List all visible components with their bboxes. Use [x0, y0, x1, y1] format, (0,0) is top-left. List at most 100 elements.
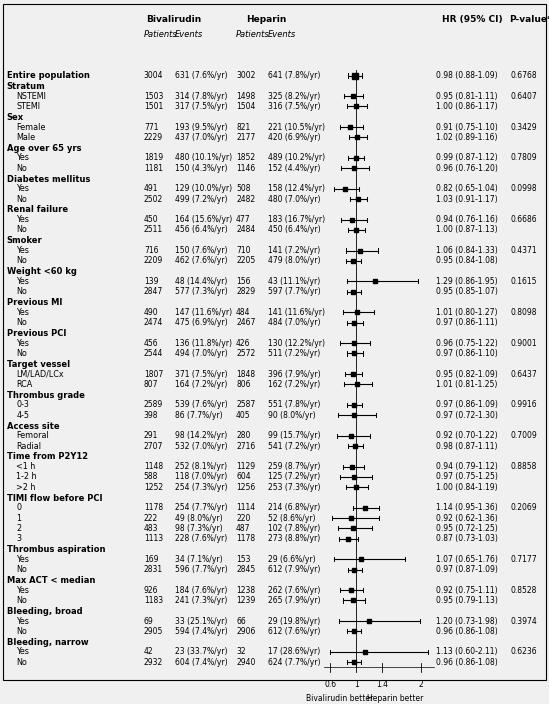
Text: 0.8098: 0.8098 — [511, 308, 537, 317]
Text: 90 (8.0%/yr): 90 (8.0%/yr) — [268, 410, 316, 420]
Text: No: No — [16, 596, 27, 605]
Text: 594 (7.4%/yr): 594 (7.4%/yr) — [175, 627, 227, 636]
Text: 52 (8.6%/yr): 52 (8.6%/yr) — [268, 514, 316, 522]
Text: 314 (7.8%/yr): 314 (7.8%/yr) — [175, 92, 227, 101]
Text: 475 (6.9%/yr): 475 (6.9%/yr) — [175, 318, 227, 327]
Text: 2474: 2474 — [144, 318, 163, 327]
Text: 228 (7.6%/yr): 228 (7.6%/yr) — [175, 534, 227, 543]
Text: 2205: 2205 — [236, 256, 255, 265]
Text: Stratum: Stratum — [7, 82, 46, 91]
Text: 252 (8.1%/yr): 252 (8.1%/yr) — [175, 463, 227, 471]
Text: Age over 65 yrs: Age over 65 yrs — [7, 144, 81, 153]
Text: 34 (7.1%/yr): 34 (7.1%/yr) — [175, 555, 222, 564]
Text: Thrombus aspiration: Thrombus aspiration — [7, 545, 105, 554]
Text: 450 (6.4%/yr): 450 (6.4%/yr) — [268, 225, 321, 234]
Text: NSTEMI: NSTEMI — [16, 92, 46, 101]
Text: 2587: 2587 — [236, 401, 255, 410]
Text: 450: 450 — [144, 215, 159, 224]
Text: 1848: 1848 — [236, 370, 255, 379]
Text: Femoral: Femoral — [16, 432, 49, 440]
Text: 1.29 (0.86-1.95): 1.29 (0.86-1.95) — [436, 277, 498, 286]
Text: 2502: 2502 — [144, 194, 163, 203]
Text: 456 (6.4%/yr): 456 (6.4%/yr) — [175, 225, 227, 234]
Text: 325 (8.2%/yr): 325 (8.2%/yr) — [268, 92, 320, 101]
Text: 259 (8.7%/yr): 259 (8.7%/yr) — [268, 463, 320, 471]
Text: No: No — [16, 194, 27, 203]
Text: 0.97 (0.72-1.30): 0.97 (0.72-1.30) — [436, 410, 498, 420]
Text: 0.8858: 0.8858 — [511, 463, 537, 471]
Text: 141 (7.2%/yr): 141 (7.2%/yr) — [268, 246, 320, 255]
Text: 2905: 2905 — [144, 627, 163, 636]
Text: Yes: Yes — [16, 308, 29, 317]
Text: 2229: 2229 — [144, 133, 163, 142]
Text: 162 (7.2%/yr): 162 (7.2%/yr) — [268, 380, 320, 389]
Text: 0.94 (0.76-1.16): 0.94 (0.76-1.16) — [436, 215, 498, 224]
Text: 1129: 1129 — [236, 463, 255, 471]
Text: 0.97 (0.87-1.09): 0.97 (0.87-1.09) — [436, 565, 498, 574]
Text: 0.95 (0.72-1.25): 0.95 (0.72-1.25) — [436, 524, 498, 533]
Text: Renal failure: Renal failure — [7, 206, 68, 215]
Text: 0.3429: 0.3429 — [511, 122, 537, 132]
Text: 1.00 (0.87-1.13): 1.00 (0.87-1.13) — [436, 225, 498, 234]
Text: 3002: 3002 — [236, 71, 255, 80]
Text: 1.20 (0.73-1.98): 1.20 (0.73-1.98) — [436, 617, 498, 626]
Text: 0.97 (0.86-1.09): 0.97 (0.86-1.09) — [436, 401, 498, 410]
Text: 2829: 2829 — [236, 287, 255, 296]
Text: 483: 483 — [144, 524, 158, 533]
Text: Yes: Yes — [16, 339, 29, 348]
Text: 23 (33.7%/yr): 23 (33.7%/yr) — [175, 648, 227, 656]
Text: 499 (7.2%/yr): 499 (7.2%/yr) — [175, 194, 227, 203]
Text: 169: 169 — [144, 555, 158, 564]
Text: 280: 280 — [236, 432, 250, 440]
Text: 462 (7.6%/yr): 462 (7.6%/yr) — [175, 256, 227, 265]
Text: 29 (19.8%/yr): 29 (19.8%/yr) — [268, 617, 320, 626]
Text: 2932: 2932 — [144, 658, 163, 667]
Text: 771: 771 — [144, 122, 158, 132]
Text: 604 (7.4%/yr): 604 (7.4%/yr) — [175, 658, 227, 667]
Text: 1807: 1807 — [144, 370, 163, 379]
Text: 1.00 (0.84-1.19): 1.00 (0.84-1.19) — [436, 483, 498, 492]
Text: 597 (7.7%/yr): 597 (7.7%/yr) — [268, 287, 321, 296]
Text: 0.96 (0.86-1.08): 0.96 (0.86-1.08) — [436, 658, 498, 667]
Text: 0.1615: 0.1615 — [511, 277, 537, 286]
Text: 2: 2 — [418, 680, 423, 689]
Text: Events: Events — [268, 30, 296, 39]
Text: 273 (8.8%/yr): 273 (8.8%/yr) — [268, 534, 320, 543]
Text: 2544: 2544 — [144, 349, 163, 358]
Text: Patients: Patients — [236, 30, 270, 39]
Text: 48 (14.4%/yr): 48 (14.4%/yr) — [175, 277, 227, 286]
Text: Yes: Yes — [16, 555, 29, 564]
Text: 484: 484 — [236, 308, 250, 317]
Text: P-valueᵃ: P-valueᵃ — [509, 15, 549, 25]
Text: 0-3: 0-3 — [16, 401, 29, 410]
Text: 489 (10.2%/yr): 489 (10.2%/yr) — [268, 153, 325, 163]
Text: Thrombus grade: Thrombus grade — [7, 391, 85, 400]
Text: No: No — [16, 256, 27, 265]
Text: 0.96 (0.86-1.08): 0.96 (0.86-1.08) — [436, 627, 498, 636]
Text: 130 (12.2%/yr): 130 (12.2%/yr) — [268, 339, 325, 348]
Text: Yes: Yes — [16, 586, 29, 595]
Text: 1.14 (0.95-1.36): 1.14 (0.95-1.36) — [436, 503, 498, 513]
Text: 0.6236: 0.6236 — [511, 648, 537, 656]
Text: 66: 66 — [236, 617, 246, 626]
Text: 0.8528: 0.8528 — [511, 586, 537, 595]
Text: Previous MI: Previous MI — [7, 298, 62, 307]
Text: 1178: 1178 — [236, 534, 255, 543]
Text: No: No — [16, 658, 27, 667]
Text: 118 (7.0%/yr): 118 (7.0%/yr) — [175, 472, 227, 482]
Text: 2589: 2589 — [144, 401, 163, 410]
Text: 2: 2 — [16, 524, 21, 533]
Text: 480 (10.1%/yr): 480 (10.1%/yr) — [175, 153, 232, 163]
Text: 396 (7.9%/yr): 396 (7.9%/yr) — [268, 370, 321, 379]
Text: 3: 3 — [16, 534, 21, 543]
Text: 1114: 1114 — [236, 503, 255, 513]
Text: 0.98 (0.88-1.09): 0.98 (0.88-1.09) — [436, 71, 498, 80]
Text: 551 (7.8%/yr): 551 (7.8%/yr) — [268, 401, 320, 410]
Text: Radial: Radial — [16, 441, 42, 451]
Text: No: No — [16, 565, 27, 574]
Text: 0.4371: 0.4371 — [511, 246, 537, 255]
Text: 152 (4.4%/yr): 152 (4.4%/yr) — [268, 164, 320, 172]
Text: 1238: 1238 — [236, 586, 255, 595]
Text: 484 (7.0%/yr): 484 (7.0%/yr) — [268, 318, 321, 327]
Text: 490: 490 — [144, 308, 159, 317]
